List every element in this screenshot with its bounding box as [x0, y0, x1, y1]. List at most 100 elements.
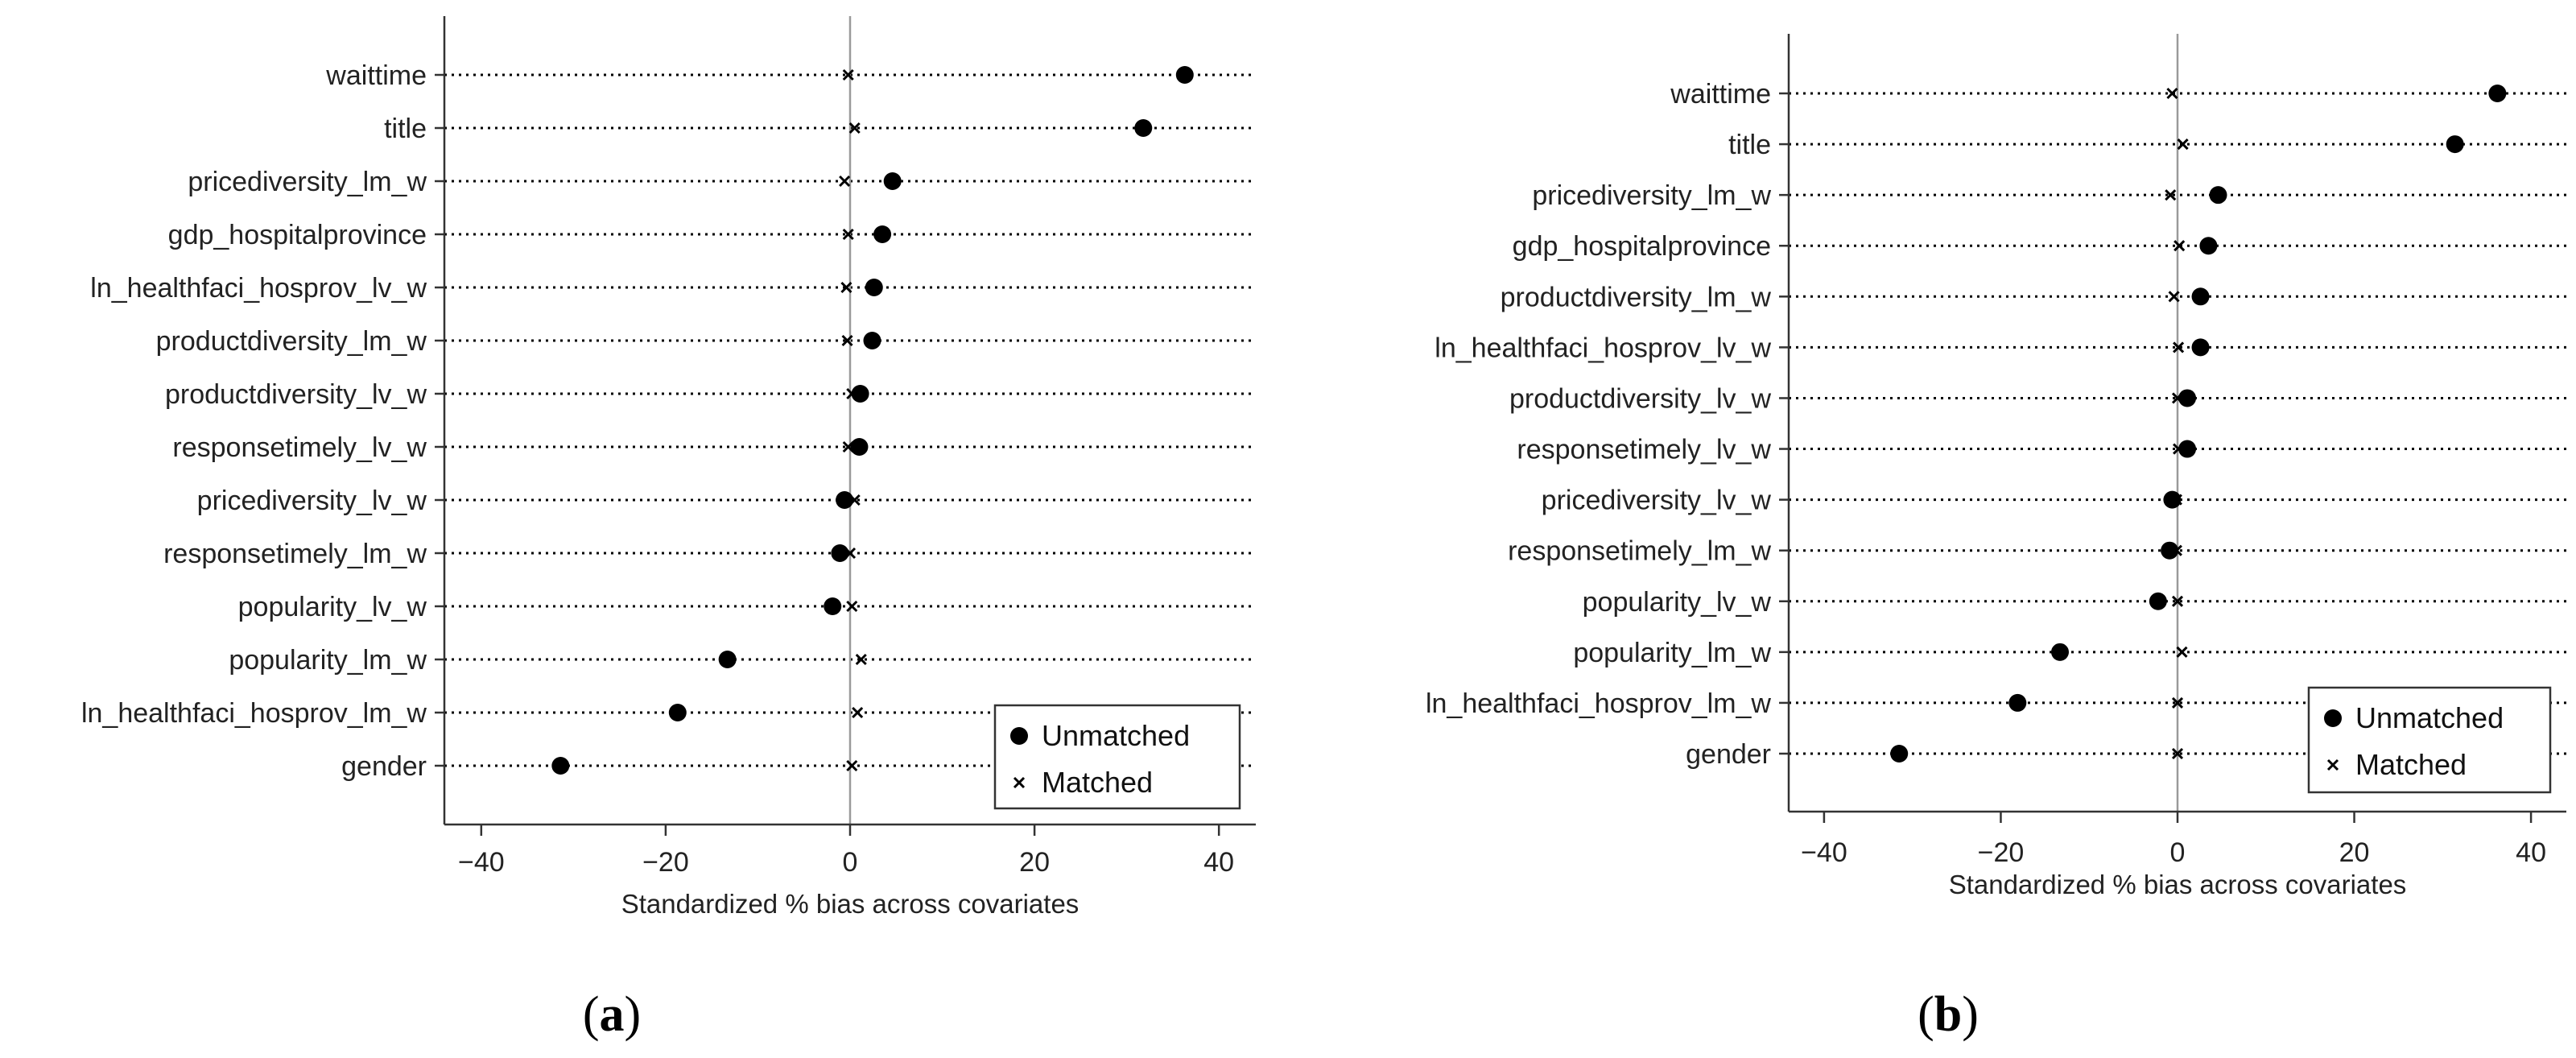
y-tick-label: gender [341, 751, 427, 782]
unmatched-point [2446, 135, 2464, 154]
matched-point [846, 600, 858, 613]
matched-marker-stroke [2171, 696, 2184, 709]
unmatched-point [851, 385, 869, 403]
matched-marker-stroke [848, 122, 861, 134]
unmatched-point [2149, 592, 2167, 610]
unmatched-point [873, 225, 892, 243]
matched-point [841, 334, 853, 347]
matched-point [855, 653, 867, 666]
x-tick-label: −40 [1801, 837, 1847, 868]
y-tick-label: popularity_lm_w [229, 645, 427, 676]
y-tick-label: waittime [1670, 79, 1771, 110]
matched-point [2176, 646, 2188, 658]
panel-label-open-paren: ( [583, 987, 600, 1042]
y-tick-label: pricediversity_lm_w [188, 167, 427, 197]
y-tick-label: ln_healthfaci_hosprov_lv_w [1435, 333, 1771, 363]
y-tick-label: pricediversity_lv_w [197, 486, 427, 516]
matched-marker-stroke [840, 281, 852, 294]
x-tick-label: −20 [1978, 837, 2025, 868]
unmatched-point [2008, 693, 2027, 712]
legend-unmatched-marker [2324, 709, 2342, 727]
x-tick-label: −40 [458, 847, 505, 878]
panel-label-close-paren: ) [1962, 987, 1979, 1042]
unmatched-point [1134, 119, 1153, 137]
matched-point [2166, 87, 2178, 100]
matched-marker-stroke [842, 68, 854, 81]
unmatched-point [865, 279, 883, 296]
unmatched-point [850, 438, 869, 456]
x-axis-label: Standardized % bias across covariates [1949, 870, 2407, 899]
matched-point [852, 706, 864, 719]
matched-marker-stroke [841, 334, 853, 347]
x-tick-label: 0 [2170, 837, 2186, 868]
unmatched-point [863, 332, 881, 349]
unmatched-point [1175, 66, 1194, 84]
matched-marker-stroke [846, 600, 858, 613]
matched-marker-stroke [2171, 595, 2184, 607]
matched-marker-stroke [2171, 747, 2184, 760]
x-tick-label: 40 [1203, 847, 1234, 878]
unmatched-point [2178, 389, 2197, 407]
panel-label-close-paren: ) [625, 987, 642, 1042]
matched-marker-stroke [2174, 240, 2186, 252]
unmatched-point [831, 544, 849, 562]
unmatched-point [2161, 541, 2179, 560]
x-tick-label: 0 [843, 847, 858, 878]
matched-point [2173, 341, 2185, 353]
matched-marker-stroke [2165, 189, 2177, 201]
matched-marker-stroke [839, 175, 851, 188]
matched-marker-stroke [2176, 646, 2188, 658]
matched-marker-stroke [852, 706, 864, 719]
matched-point [2171, 696, 2184, 709]
unmatched-point [2488, 85, 2507, 102]
unmatched-point [2051, 643, 2070, 661]
y-tick-label: popularity_lv_w [238, 592, 427, 622]
legend: Unmatched Matched [2307, 686, 2552, 794]
y-tick-label: title [1728, 130, 1771, 160]
y-tick-label: title [384, 114, 427, 144]
unmatched-point [2191, 287, 2210, 306]
matched-marker-stroke [2168, 291, 2180, 303]
y-tick-label: gdp_hospitalprovince [1513, 231, 1771, 262]
panel-label-letter: a [600, 987, 625, 1042]
panel-label: (b) [1918, 987, 1979, 1042]
matched-point [2168, 291, 2180, 303]
unmatched-point [2178, 440, 2197, 458]
unmatched-point [2209, 186, 2227, 205]
matched-marker-stroke [2173, 341, 2185, 353]
legend-matched-label: Matched [2355, 748, 2467, 781]
matched-point [840, 281, 852, 294]
unmatched-point [1890, 745, 1909, 763]
unmatched-point [2199, 237, 2218, 255]
matched-point [2165, 189, 2177, 201]
unmatched-point [883, 172, 902, 190]
x-tick-label: −20 [642, 847, 689, 878]
legend-box [2307, 686, 2552, 794]
y-tick-label: ln_healthfaci_hosprov_lm_w [1426, 688, 1771, 719]
y-tick-label: ln_healthfaci_hosprov_lv_w [90, 273, 427, 304]
legend-unmatched-marker [1010, 727, 1028, 745]
y-tick-label: popularity_lv_w [1583, 587, 1772, 618]
unmatched-point [836, 491, 854, 509]
y-tick-label: productdiversity_lm_w [1501, 282, 1772, 312]
legend: Unmatched Matched [993, 704, 1241, 810]
panel-label-open-paren: ( [1918, 987, 1934, 1042]
y-tick-label: waittime [325, 60, 427, 91]
unmatched-point [718, 651, 737, 668]
y-tick-label: responsetimely_lv_w [172, 432, 427, 463]
matched-marker-stroke [846, 759, 858, 772]
legend-matched-marker [2326, 758, 2339, 771]
y-tick-label: pricediversity_lv_w [1542, 486, 1772, 516]
matched-point [842, 228, 854, 241]
matched-point [839, 175, 851, 188]
y-tick-label: ln_healthfaci_hosprov_lm_w [81, 698, 427, 729]
y-tick-label: responsetimely_lm_w [1508, 536, 1771, 567]
chart-panel-b: waittime title pricediversity_lm_w gdp_hosp… [1426, 34, 2566, 1042]
legend-unmatched-label: Unmatched [2355, 701, 2504, 734]
y-tick-label: gender [1686, 739, 1771, 770]
y-tick-label: productdiversity_lv_w [165, 379, 427, 410]
matched-point [2174, 240, 2186, 252]
legend-matched-marker [1013, 776, 1026, 789]
unmatched-point [824, 597, 842, 615]
